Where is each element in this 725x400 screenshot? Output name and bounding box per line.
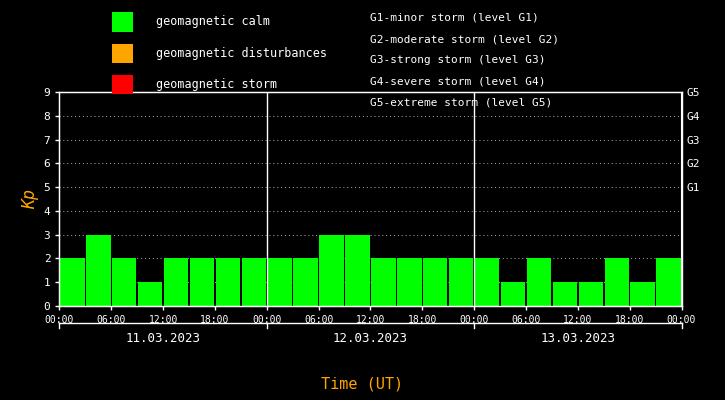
Bar bbox=[397, 258, 421, 306]
Text: 13.03.2023: 13.03.2023 bbox=[540, 332, 616, 344]
Bar bbox=[605, 258, 629, 306]
Y-axis label: Kp: Kp bbox=[22, 189, 39, 209]
Text: 11.03.2023: 11.03.2023 bbox=[125, 332, 201, 344]
Bar bbox=[241, 258, 266, 306]
Bar bbox=[501, 282, 525, 306]
Bar bbox=[268, 258, 292, 306]
Text: 12.03.2023: 12.03.2023 bbox=[333, 332, 408, 344]
Bar bbox=[60, 258, 85, 306]
Bar bbox=[527, 258, 551, 306]
Text: Time (UT): Time (UT) bbox=[321, 376, 404, 392]
Text: G4-severe storm (level G4): G4-severe storm (level G4) bbox=[370, 77, 545, 87]
Bar bbox=[320, 235, 344, 306]
Bar bbox=[631, 282, 655, 306]
Bar bbox=[371, 258, 396, 306]
Bar bbox=[164, 258, 188, 306]
Bar bbox=[656, 258, 681, 306]
Bar bbox=[449, 258, 473, 306]
Bar bbox=[112, 258, 136, 306]
Bar bbox=[138, 282, 162, 306]
Text: G3-strong storm (level G3): G3-strong storm (level G3) bbox=[370, 56, 545, 66]
Bar bbox=[216, 258, 240, 306]
Text: G2-moderate storm (level G2): G2-moderate storm (level G2) bbox=[370, 34, 559, 44]
Bar bbox=[423, 258, 447, 306]
Bar bbox=[294, 258, 318, 306]
Bar bbox=[475, 258, 500, 306]
Bar bbox=[552, 282, 577, 306]
Bar bbox=[345, 235, 370, 306]
Bar bbox=[86, 235, 110, 306]
Text: geomagnetic calm: geomagnetic calm bbox=[156, 16, 270, 28]
Text: G5-extreme storm (level G5): G5-extreme storm (level G5) bbox=[370, 98, 552, 108]
Text: G1-minor storm (level G1): G1-minor storm (level G1) bbox=[370, 13, 539, 23]
Bar bbox=[579, 282, 603, 306]
Text: geomagnetic disturbances: geomagnetic disturbances bbox=[156, 47, 327, 60]
Bar bbox=[190, 258, 214, 306]
Text: geomagnetic storm: geomagnetic storm bbox=[156, 78, 277, 91]
